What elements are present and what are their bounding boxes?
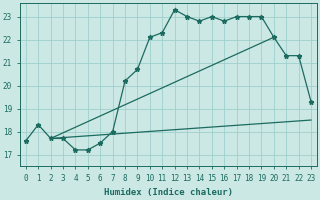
X-axis label: Humidex (Indice chaleur): Humidex (Indice chaleur) (104, 188, 233, 197)
